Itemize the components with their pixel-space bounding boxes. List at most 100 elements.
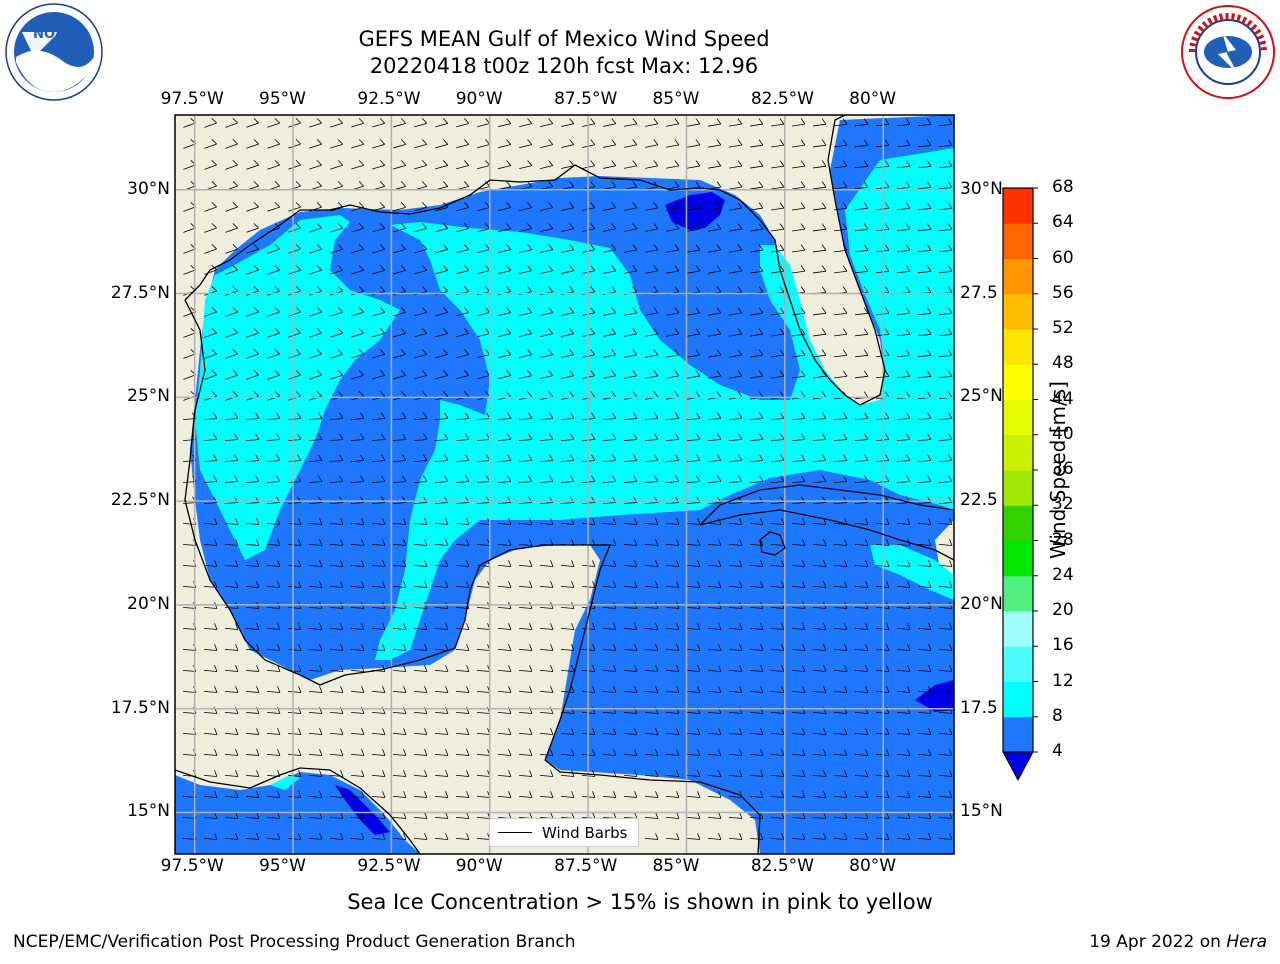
wind-barb bbox=[833, 791, 848, 798]
wind-barb bbox=[750, 265, 764, 274]
wind-barb bbox=[728, 644, 743, 651]
wind-barb bbox=[770, 644, 785, 651]
wind-barb bbox=[602, 560, 617, 567]
wind-barb bbox=[896, 181, 911, 190]
wind-barb bbox=[288, 328, 301, 338]
wind-barb bbox=[393, 244, 407, 254]
wind-barb bbox=[392, 644, 407, 651]
wind-barb bbox=[288, 139, 301, 149]
wind-barb bbox=[749, 749, 764, 756]
wind-barb bbox=[329, 560, 344, 567]
wind-barb bbox=[896, 770, 911, 777]
wind-barb bbox=[771, 160, 785, 169]
wind-barb bbox=[665, 623, 680, 630]
footer-date-text: 19 Apr 2022 on bbox=[1089, 932, 1227, 952]
wind-barb bbox=[392, 412, 407, 421]
wind-barb bbox=[351, 370, 365, 380]
wind-barb bbox=[707, 560, 722, 567]
wind-barb bbox=[561, 223, 575, 232]
wind-barb bbox=[539, 728, 554, 735]
wind-barb bbox=[644, 518, 659, 525]
wind-barb bbox=[791, 644, 806, 651]
wind-barb bbox=[749, 454, 764, 463]
wind-barb bbox=[204, 202, 217, 212]
wind-barb bbox=[644, 833, 659, 840]
wind-barb bbox=[351, 244, 365, 254]
wind-barb bbox=[770, 749, 785, 756]
wind-barb bbox=[896, 307, 911, 316]
wind-barb bbox=[329, 581, 344, 588]
wind-barb bbox=[309, 265, 323, 275]
wind-barb bbox=[603, 328, 617, 337]
wind-barb bbox=[749, 770, 764, 777]
wind-barb bbox=[917, 539, 932, 546]
wind-barb bbox=[455, 665, 470, 672]
wind-barb bbox=[749, 623, 764, 630]
map-title: GEFS MEAN Gulf of Mexico Wind Speed bbox=[358, 27, 770, 51]
wind-barb bbox=[833, 475, 848, 484]
wind-barb bbox=[266, 518, 281, 525]
colorbar-segment bbox=[1003, 505, 1033, 541]
wind-barb bbox=[687, 139, 701, 148]
axis-tick-label: 20°N bbox=[960, 593, 1003, 614]
wind-barb bbox=[602, 412, 617, 421]
wind-barb bbox=[770, 581, 785, 588]
wind-barb bbox=[518, 686, 533, 693]
wind-barb bbox=[686, 770, 701, 777]
wind-barb bbox=[519, 265, 533, 275]
wind-barb bbox=[455, 412, 470, 421]
wind-barb bbox=[938, 539, 953, 546]
wind-barb bbox=[813, 160, 827, 169]
wind-barb bbox=[917, 160, 932, 169]
wind-barb bbox=[792, 244, 806, 253]
wind-barb bbox=[665, 665, 680, 672]
wind-barb bbox=[540, 118, 554, 127]
wind-barb bbox=[456, 328, 470, 338]
wind-barb bbox=[330, 349, 344, 359]
wind-barb bbox=[813, 223, 827, 232]
wind-barb bbox=[413, 665, 428, 672]
wind-barb bbox=[770, 433, 785, 442]
wind-barb bbox=[350, 454, 365, 463]
wind-barb bbox=[266, 560, 281, 567]
wind-barb bbox=[287, 812, 302, 819]
wind-barb bbox=[770, 412, 785, 421]
wind-barb bbox=[204, 370, 217, 380]
wind-barb bbox=[728, 581, 743, 588]
wind-barb bbox=[645, 160, 659, 169]
wind-barb bbox=[896, 433, 911, 442]
wind-barb bbox=[224, 581, 239, 588]
wind-barb bbox=[519, 139, 533, 149]
footer-credit: NCEP/EMC/Verification Post Processing Pr… bbox=[13, 932, 576, 952]
wind-barb bbox=[518, 770, 533, 777]
wind-barb bbox=[413, 728, 428, 735]
wind-barb bbox=[455, 791, 470, 798]
wind-barb bbox=[330, 307, 344, 317]
wind-barb bbox=[771, 139, 785, 148]
wind-barb bbox=[540, 328, 554, 337]
wind-barb bbox=[309, 118, 323, 128]
axis-tick-label: 97.5°W bbox=[160, 856, 224, 876]
wind-barb bbox=[455, 518, 470, 525]
wind-barb bbox=[917, 328, 932, 337]
wind-barb bbox=[371, 791, 386, 798]
wind-barb bbox=[414, 223, 428, 233]
wind-barb bbox=[792, 265, 806, 274]
wind-barb bbox=[266, 728, 281, 735]
wind-barb bbox=[267, 328, 280, 338]
axis-tick-label: 92.5°W bbox=[357, 89, 421, 109]
wind-barb bbox=[896, 686, 911, 693]
wind-barb bbox=[645, 307, 659, 316]
wind-barb bbox=[414, 244, 428, 254]
wind-barb bbox=[623, 749, 638, 756]
wind-barb bbox=[791, 749, 806, 756]
wind-barb bbox=[623, 686, 638, 693]
wind-barb bbox=[813, 139, 827, 148]
wind-barb bbox=[624, 265, 638, 274]
wind-barb bbox=[728, 433, 743, 442]
wind-barb bbox=[749, 686, 764, 693]
wind-barb bbox=[813, 349, 827, 358]
wind-barb bbox=[707, 791, 722, 798]
wind-barb bbox=[917, 370, 932, 379]
